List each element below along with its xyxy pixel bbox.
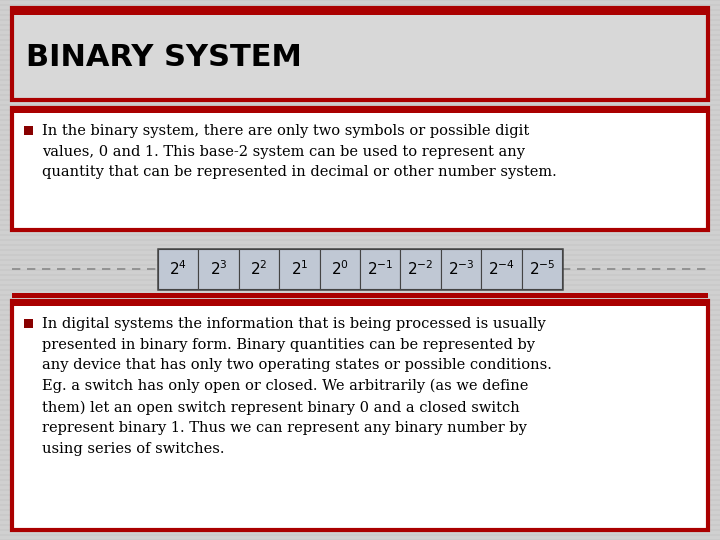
Bar — [12, 301, 708, 530]
Text: $2^0$: $2^0$ — [330, 260, 348, 278]
Bar — [158, 249, 199, 289]
Bar — [12, 8, 708, 15]
Text: $2^{-1}$: $2^{-1}$ — [367, 260, 393, 278]
Text: $2^{-3}$: $2^{-3}$ — [448, 260, 474, 278]
Bar — [481, 249, 521, 289]
Bar — [441, 249, 481, 289]
Bar — [12, 301, 708, 306]
Bar — [199, 249, 239, 289]
Bar — [360, 249, 400, 289]
Text: $2^{-4}$: $2^{-4}$ — [488, 260, 515, 278]
Bar — [320, 249, 360, 289]
Bar — [239, 249, 279, 289]
Bar — [24, 126, 33, 135]
Text: $2^1$: $2^1$ — [291, 260, 308, 278]
Bar — [400, 249, 441, 289]
Text: In digital systems the information that is being processed is usually
presented : In digital systems the information that … — [42, 317, 552, 456]
Text: $2^2$: $2^2$ — [251, 260, 268, 278]
Text: $2^4$: $2^4$ — [169, 260, 187, 278]
Bar — [12, 108, 708, 230]
Bar — [12, 8, 708, 100]
Bar — [279, 249, 320, 289]
Bar — [158, 249, 562, 289]
Text: $2^{-5}$: $2^{-5}$ — [528, 260, 555, 278]
Bar — [24, 319, 33, 328]
Bar — [12, 293, 708, 298]
Text: $2^3$: $2^3$ — [210, 260, 228, 278]
Bar — [521, 249, 562, 289]
Bar — [12, 108, 708, 113]
Text: In the binary system, there are only two symbols or possible digit
values, 0 and: In the binary system, there are only two… — [42, 124, 557, 179]
Text: $2^{-2}$: $2^{-2}$ — [408, 260, 434, 278]
Text: BINARY SYSTEM: BINARY SYSTEM — [26, 44, 302, 72]
